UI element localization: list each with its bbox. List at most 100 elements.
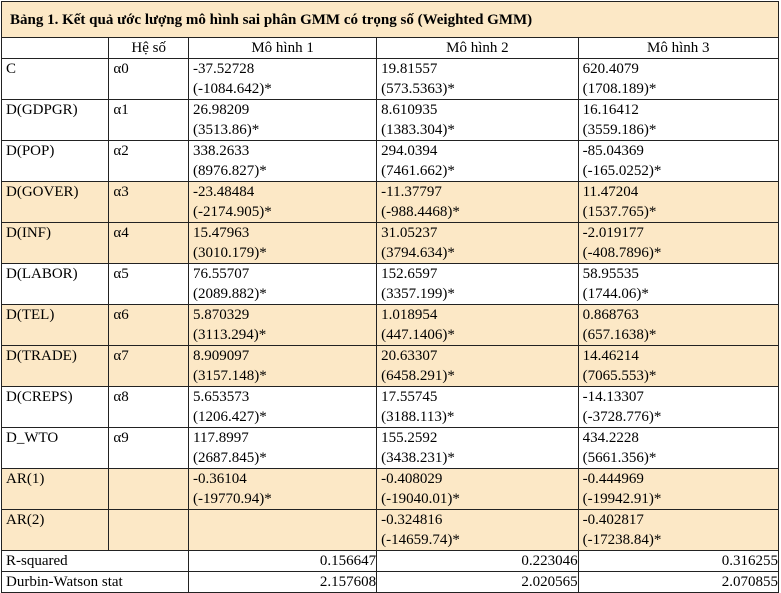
statistic-value: (2687.845)* <box>193 450 267 466</box>
statistic-value: (-3728.776)* <box>582 409 662 425</box>
statistic-value: (-17238.84)* <box>582 532 662 548</box>
header-variable <box>0 37 110 59</box>
stat-value-m1: 0.156647 <box>188 550 378 572</box>
statistic-value: (-14659.74)* <box>381 532 460 548</box>
estimate-value: 8.909097 <box>193 348 250 364</box>
statistic-value: (3513.86)* <box>193 122 260 138</box>
coefficient-symbol: α9 <box>108 427 190 469</box>
model-cell-m1: 338.2633 (8976.827)* <box>188 140 378 182</box>
statistic-value: (8976.827)* <box>193 163 267 179</box>
model-cell-m1: -37.52728 (-1084.642)* <box>188 58 378 100</box>
table-title: Bảng 1. Kết quả ước lượng mô hình sai ph… <box>1 1 779 38</box>
stat-value-m2: 0.223046 <box>376 550 579 572</box>
estimate-value: 5.870329 <box>193 307 250 323</box>
header-coef: Hệ số <box>108 37 190 59</box>
model-cell-m1: -23.48484 (-2174.905)* <box>188 181 378 223</box>
header-model-1: Mô hình 1 <box>188 37 378 59</box>
estimate-value: 152.6597 <box>381 266 438 282</box>
coefficient-symbol: α8 <box>108 386 190 428</box>
estimate-value: 5.653573 <box>193 389 250 405</box>
model-cell-m3: 14.46214 (7065.553)* <box>577 345 780 387</box>
statistic-value: (7065.553)* <box>582 368 657 384</box>
estimate-value: -0.408029 <box>381 471 443 487</box>
statistic-value: (3794.634)* <box>381 245 455 261</box>
variable-name: C <box>0 58 110 100</box>
stat-value-m2: 2.020565 <box>376 571 579 593</box>
model-cell-m2: 19.81557 (573.5363)* <box>376 58 579 100</box>
statistic-value: (7461.662)* <box>381 163 455 179</box>
table-row: AR(2) -0.324816 (-14659.74)* -0.402817 (-172… <box>0 509 780 551</box>
table-row: D(TEL) α6 5.870329 (3113.294)* 1.018954 (447.… <box>0 304 780 346</box>
table-row: AR(1) -0.36104 (-19770.94)* -0.408029 (-1904… <box>0 468 780 510</box>
estimate-value: 434.2228 <box>582 430 639 446</box>
model-cell-m1: 5.870329 (3113.294)* <box>188 304 378 346</box>
statistic-value: (5661.356)* <box>582 450 657 466</box>
statistic-value: (3188.113)* <box>381 409 455 425</box>
model-cell-m2: 20.63307 (6458.291)* <box>376 345 579 387</box>
model-cell-m2: 31.05237 (3794.634)* <box>376 222 579 264</box>
estimate-value: 117.8997 <box>193 430 249 446</box>
estimate-value: 20.63307 <box>381 348 438 364</box>
variable-name: D(INF) <box>0 222 110 264</box>
statistic-value: (-165.0252)* <box>582 163 662 179</box>
model-cell-m3: -0.444969 (-19942.91)* <box>577 468 780 510</box>
statistic-value: (1206.427)* <box>193 409 267 425</box>
coefficient-symbol <box>108 509 190 551</box>
coefficient-symbol: α1 <box>108 99 190 141</box>
estimate-value: 14.46214 <box>582 348 639 364</box>
estimate-value: 19.81557 <box>381 61 438 77</box>
estimate-value: 26.98209 <box>193 102 250 118</box>
model-cell-m3: 58.95535 (1744.06)* <box>577 263 780 305</box>
model-cell-m3: -85.04369 (-165.0252)* <box>577 140 780 182</box>
model-cell-m3: -2.019177 (-408.7896)* <box>577 222 780 264</box>
stat-value-m3: 2.070855 <box>577 571 780 593</box>
variable-name: D(POP) <box>0 140 110 182</box>
estimate-value: 16.16412 <box>582 102 639 118</box>
model-cell-m3: -0.402817 (-17238.84)* <box>577 509 780 551</box>
header-model-3: Mô hình 3 <box>577 37 780 59</box>
estimate-value: 155.2592 <box>381 430 438 446</box>
model-cell-m3: 434.2228 (5661.356)* <box>577 427 780 469</box>
model-cell-m2: 8.610935 (1383.304)* <box>376 99 579 141</box>
statistic-value: (-19942.91)* <box>582 491 662 507</box>
statistic-value: (3438.231)* <box>381 450 455 466</box>
table-row: D(GDPGR) α1 26.98209 (3513.86)* 8.610935 (138… <box>0 99 780 141</box>
estimate-value: 338.2633 <box>193 143 250 159</box>
stat-value-m1: 2.157608 <box>188 571 378 593</box>
table-title-row: Bảng 1. Kết quả ước lượng mô hình sai ph… <box>1 1 779 38</box>
model-cell-m1: 117.8997 (2687.845)* <box>188 427 378 469</box>
statistic-value: (1708.189)* <box>582 81 657 97</box>
statistic-value: (1537.765)* <box>582 204 657 220</box>
variable-name: AR(2) <box>0 509 110 551</box>
model-cell-m2: -0.408029 (-19040.01)* <box>376 468 579 510</box>
model-cell-m1: 26.98209 (3513.86)* <box>188 99 378 141</box>
coefficient-symbol: α5 <box>108 263 190 305</box>
estimate-value: 31.05237 <box>381 225 438 241</box>
statistic-value: (1383.304)* <box>381 122 455 138</box>
variable-name: D(TEL) <box>0 304 110 346</box>
header-row: Hệ số Mô hình 1 Mô hình 2 Mô hình 3 <box>0 37 780 59</box>
table-row: D(POP) α2 338.2633 (8976.827)* 294.0394 (7461… <box>0 140 780 182</box>
coefficient-symbol: α4 <box>108 222 190 264</box>
estimate-value: 76.55707 <box>193 266 250 282</box>
model-cell-m3: 16.16412 (3559.186)* <box>577 99 780 141</box>
estimate-value: -2.019177 <box>582 225 644 241</box>
estimate-value: 0.868763 <box>582 307 639 323</box>
model-cell-m1: 5.653573 (1206.427)* <box>188 386 378 428</box>
variable-name: D(CREPS) <box>0 386 110 428</box>
table-row: D(INF) α4 15.47963 (3010.179)* 31.05237 (3794… <box>0 222 780 264</box>
table-row: D(CREPS) α8 5.653573 (1206.427)* 17.55745 (31… <box>0 386 780 428</box>
variable-name: D(TRADE) <box>0 345 110 387</box>
statistic-value: (3157.148)* <box>193 368 267 384</box>
estimate-value: -85.04369 <box>582 143 644 159</box>
variable-name: D(GOVER) <box>0 181 110 223</box>
statistic-value: (-1084.642)* <box>193 81 272 97</box>
estimate-value: 8.610935 <box>381 102 438 118</box>
estimate-value: 15.47963 <box>193 225 250 241</box>
estimate-value: -0.36104 <box>193 471 247 487</box>
variable-name: D(GDPGR) <box>0 99 110 141</box>
estimate-value: 620.4079 <box>582 61 639 77</box>
estimate-value: -37.52728 <box>193 61 255 77</box>
